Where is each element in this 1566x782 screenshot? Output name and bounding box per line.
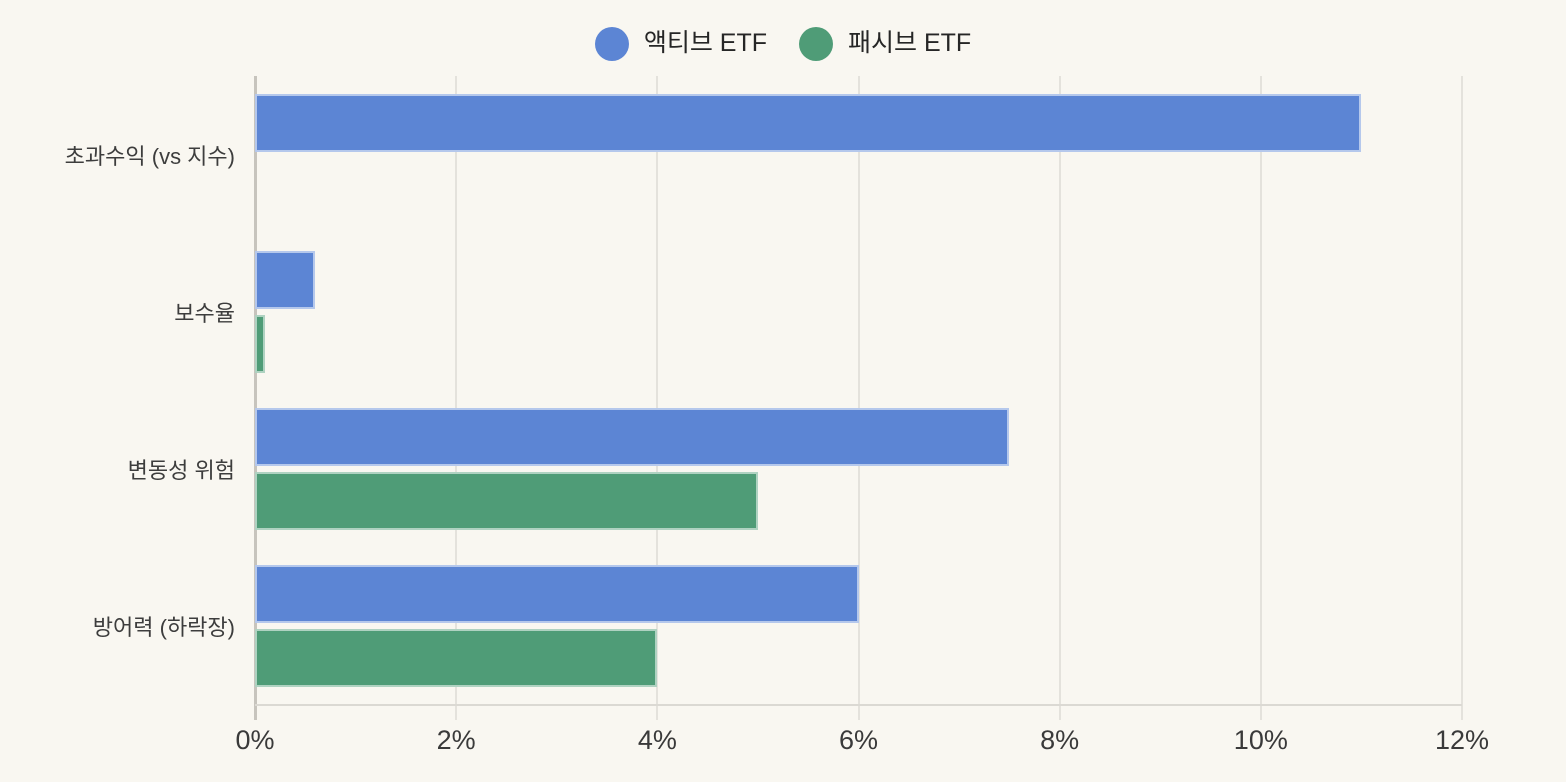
gridline [1058,76,1061,720]
x-tick-label: 8% [1040,725,1080,755]
x-axis-baseline [255,704,1462,706]
bar-passive-3[interactable] [255,629,658,688]
x-tick-label: 4% [637,725,677,755]
category-label-2: 변동성 위험 [127,458,235,484]
legend-item-active[interactable]: 액티브 ETF [594,27,767,61]
bar-active-2[interactable] [255,408,1010,467]
x-tick-label: 12% [1434,725,1490,755]
legend-swatch-passive-icon [799,27,833,61]
x-tick-label: 2% [436,725,476,755]
y-axis-line [253,76,257,720]
gridline [857,76,860,720]
x-tick-label: 0% [235,725,275,755]
legend-item-passive[interactable]: 패시브 ETF [799,27,971,61]
gridline [656,76,659,720]
legend-label-passive: 패시브 ETF [848,29,972,58]
category-label-3: 방어력 (하락장) [92,615,235,641]
x-tick-label: 6% [838,725,879,755]
bar-passive-2[interactable] [255,472,758,531]
chart-legend: 액티브 ETF 패시브 ETF [0,27,1566,61]
gridline [1461,76,1463,720]
legend-swatch-active-icon [594,27,629,61]
bar-passive-1[interactable] [255,314,266,373]
x-tick-label: 10% [1233,725,1288,755]
bar-active-1[interactable] [255,250,316,309]
gridline [455,76,458,720]
category-label-1: 보수율 [174,300,235,326]
bar-active-3[interactable] [255,565,859,624]
gridline [1259,76,1262,720]
bar-active-0[interactable] [255,93,1362,152]
legend-label-active: 액티브 ETF [643,29,767,58]
category-label-0: 초과수익 (vs 지수) [64,143,235,169]
